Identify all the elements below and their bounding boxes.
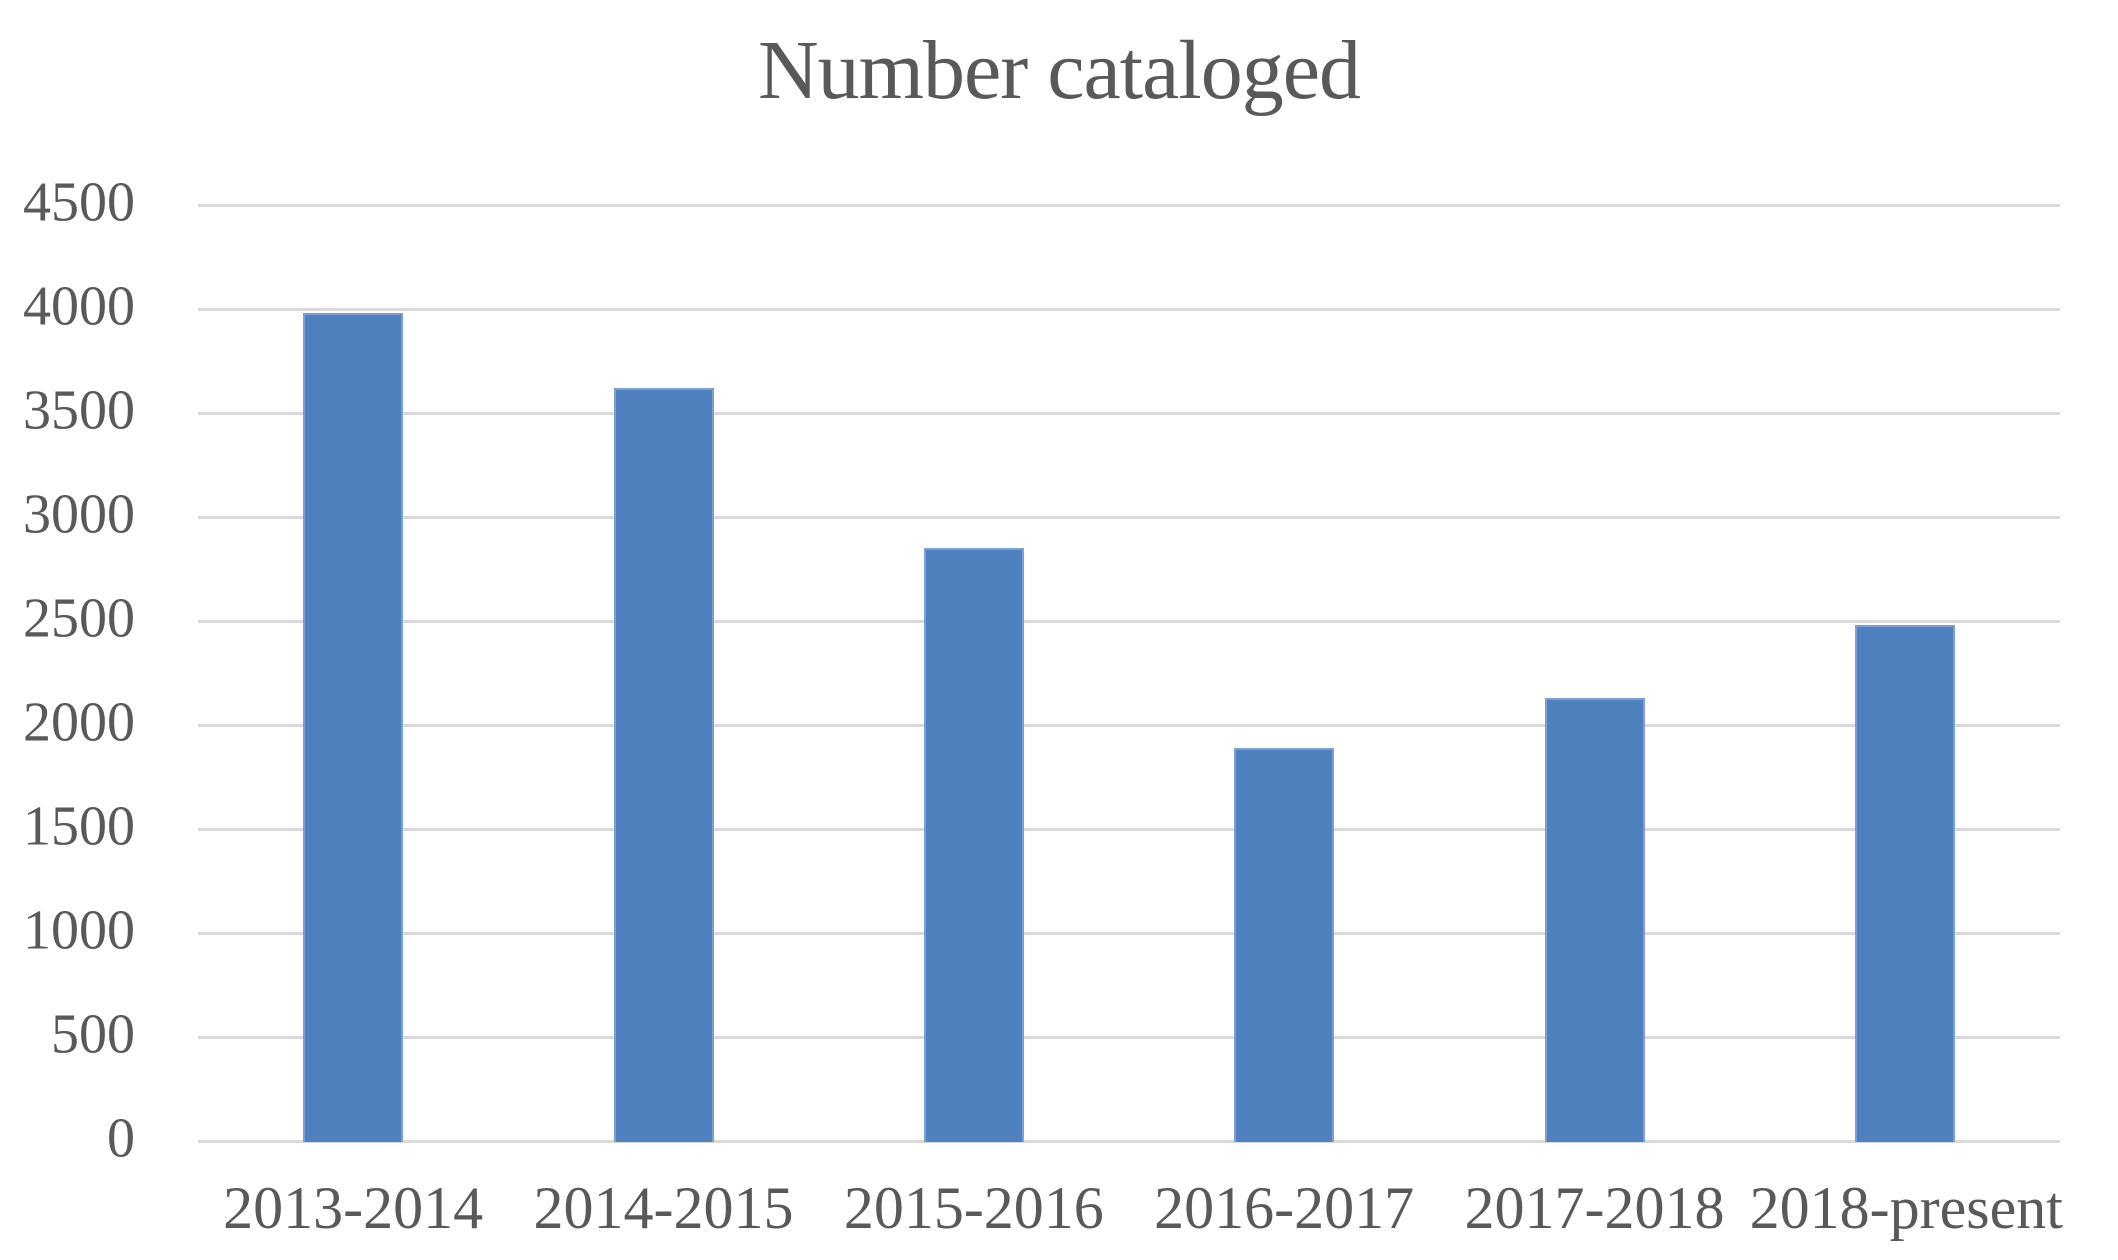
y-axis-tick-label: 3500: [23, 379, 135, 442]
gridline-4000: [198, 307, 2060, 311]
y-axis-tick-label: 0: [107, 1107, 135, 1170]
y-axis-tick-label: 500: [51, 1003, 135, 1066]
bar-2014-2015: [613, 388, 714, 1143]
y-axis-tick-label: 4500: [23, 171, 135, 234]
bar-2018-present: [1854, 625, 1955, 1143]
y-axis-tick-label: 3000: [23, 483, 135, 546]
y-axis-tick-label: 2000: [23, 691, 135, 754]
y-axis-tick-label: 4000: [23, 275, 135, 338]
gridline-0: [198, 1139, 2060, 1143]
x-axis-tick-label: 2014-2015: [533, 1175, 794, 1241]
bar-2016-2017: [1234, 747, 1335, 1143]
x-axis-tick-label: 2015-2016: [843, 1175, 1104, 1241]
gridline-3000: [198, 515, 2060, 519]
x-axis-tick-label: 2013-2014: [223, 1175, 484, 1241]
x-axis-tick-label: 2017-2018: [1464, 1175, 1725, 1241]
y-axis-tick-label: 2500: [23, 587, 135, 650]
gridline-500: [198, 1035, 2060, 1039]
gridline-1000: [198, 931, 2060, 935]
x-axis-tick-label: 2016-2017: [1154, 1175, 1415, 1241]
bar-2015-2016: [923, 548, 1024, 1143]
gridline-4500: [198, 203, 2060, 207]
bar-2017-2018: [1544, 697, 1645, 1143]
bar-2013-2014: [303, 313, 404, 1143]
gridline-2000: [198, 723, 2060, 727]
x-axis-tick-label: 2018-present: [1749, 1175, 2063, 1241]
gridline-1500: [198, 827, 2060, 831]
y-axis-tick-label: 1000: [23, 899, 135, 962]
chart-title: Number cataloged: [757, 24, 1361, 117]
gridline-2500: [198, 619, 2060, 623]
y-axis-tick-label: 1500: [23, 795, 135, 858]
gridline-3500: [198, 411, 2060, 415]
